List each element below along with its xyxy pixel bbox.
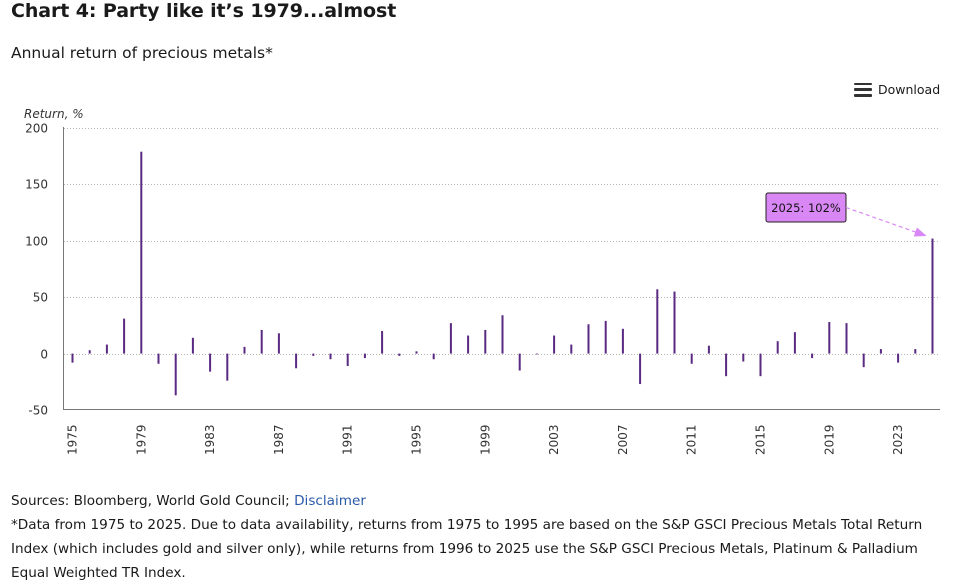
bar [449,323,452,354]
bar [209,353,212,372]
bar [587,324,590,354]
download-label: Download [878,82,941,97]
x-tick-label: 2011 [685,424,699,455]
chart-subtitle: Annual return of precious metals* [11,44,273,62]
bar [484,329,487,354]
bar [346,353,349,367]
bar [535,353,538,355]
bar [415,351,418,354]
bar [931,238,934,354]
y-tick-label: -50 [28,404,48,418]
bar [897,353,900,363]
x-tick-label: 2019 [822,424,836,455]
download-button[interactable]: Download [854,82,940,97]
x-tick-label: 1979 [134,424,148,455]
bar [260,329,263,354]
x-tick-label: 1983 [203,424,217,455]
x-tick-label: 1987 [272,424,286,455]
bar [157,353,160,364]
bar [123,318,126,354]
bar [312,353,315,356]
bar [381,331,384,354]
bar [295,353,298,369]
chart-title: Chart 4: Party like it’s 1979...almost [11,0,397,22]
bar [71,353,74,363]
bar [140,151,143,354]
sources-line: Sources: Bloomberg, World Gold Council; … [11,489,956,513]
y-tick-label: 50 [33,291,48,305]
y-tick-label: 200 [25,122,48,136]
bar [879,349,882,354]
menu-icon [854,82,872,97]
bar [88,350,91,354]
bar [277,333,280,354]
bar [553,335,556,354]
bar [191,337,194,354]
bar [621,328,624,354]
bar [656,289,659,354]
bar [243,346,246,354]
bar [707,345,710,354]
bar [725,353,728,377]
bar [690,353,693,364]
bar [793,332,796,354]
x-tick-label: 1991 [341,424,355,455]
x-tick-label: 2003 [547,424,561,455]
bar [639,353,642,385]
bar [398,353,401,356]
y-tick-label: 100 [25,235,48,249]
bar [673,291,676,354]
x-tick-label: 2015 [754,424,768,455]
bar [518,353,521,371]
bar [570,344,573,354]
disclaimer-link[interactable]: Disclaimer [294,493,366,509]
bar [467,335,470,354]
annotation-label: 2025: 102% [771,201,841,215]
bar [811,353,814,359]
bar [742,353,745,362]
footer: Sources: Bloomberg, World Gold Council; … [11,489,956,585]
bar [759,353,762,377]
bar [914,349,917,354]
x-tick-label: 2023 [891,424,905,455]
bar [363,353,366,359]
annotation-arrow [845,206,927,237]
x-tick-label: 1995 [410,424,424,455]
bar [226,353,229,381]
bar [174,353,177,396]
y-axis-label: Return, % [24,107,84,121]
y-tick-label: 0 [40,348,48,362]
x-tick-label: 1975 [66,424,80,455]
footnote: *Data from 1975 to 2025. Due to data ava… [11,517,923,581]
bar [105,344,108,354]
bar [604,320,607,354]
bar [432,353,435,360]
bar [501,315,504,354]
bar-chart: Return, % 200 150 100 50 0 -50 1975 1979 1983 19… [24,107,940,455]
x-tick-label: 2007 [616,424,630,455]
bar [329,353,332,360]
x-tick-label: 1999 [478,424,492,455]
y-tick-label: 150 [25,178,48,192]
bar [776,341,779,354]
bar [845,323,848,354]
bar [828,322,831,354]
sources-text: Sources: Bloomberg, World Gold Council; [11,493,295,509]
bar [862,353,865,368]
